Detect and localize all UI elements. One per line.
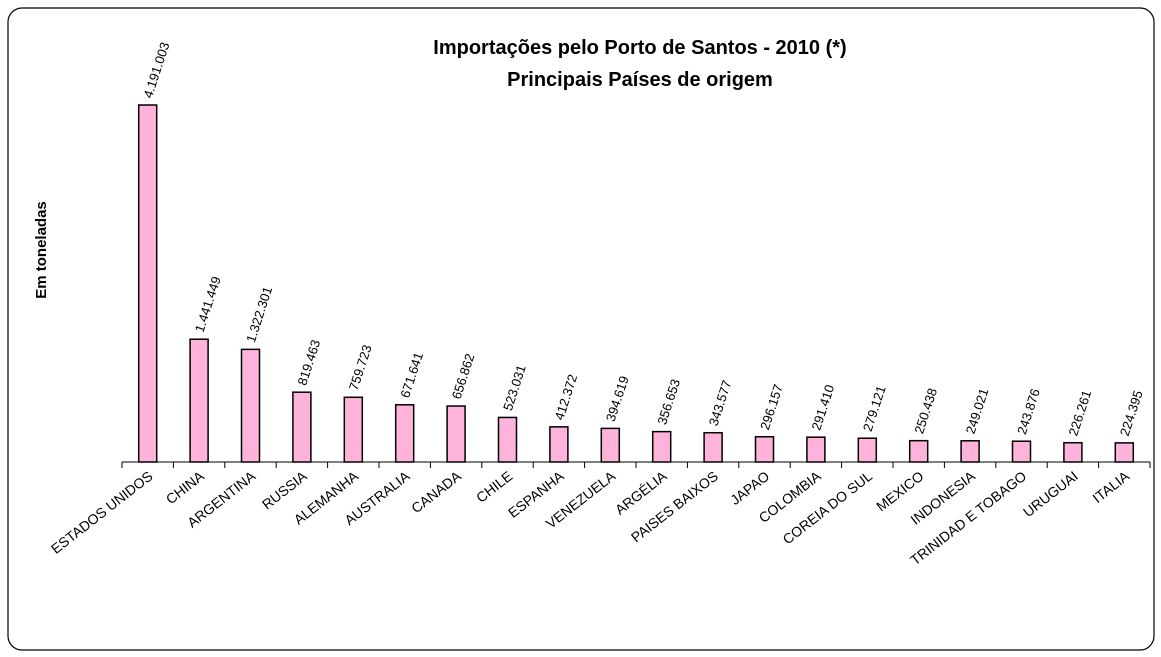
bar	[600, 427, 621, 463]
bar	[754, 436, 775, 463]
bar	[857, 437, 878, 463]
bar	[549, 426, 569, 463]
bar	[240, 348, 261, 463]
bar	[394, 404, 415, 463]
bar	[908, 439, 929, 463]
chart-frame	[7, 7, 1155, 651]
chart-title: Importações pelo Porto de Santos - 2010 …	[433, 37, 846, 59]
bar	[960, 440, 980, 463]
bar	[806, 436, 826, 463]
chart-subtitle: Principais Países de origem	[507, 69, 773, 91]
bar	[1114, 442, 1135, 463]
bar	[343, 396, 364, 463]
bar	[1011, 440, 1032, 463]
bar	[1063, 441, 1083, 463]
bar	[651, 430, 672, 463]
bar	[189, 338, 209, 463]
bar	[292, 391, 312, 463]
bar	[497, 416, 518, 463]
bar	[703, 431, 723, 463]
y-axis-label: Em toneladas	[33, 201, 50, 299]
bar	[137, 104, 158, 463]
bar	[446, 405, 466, 463]
